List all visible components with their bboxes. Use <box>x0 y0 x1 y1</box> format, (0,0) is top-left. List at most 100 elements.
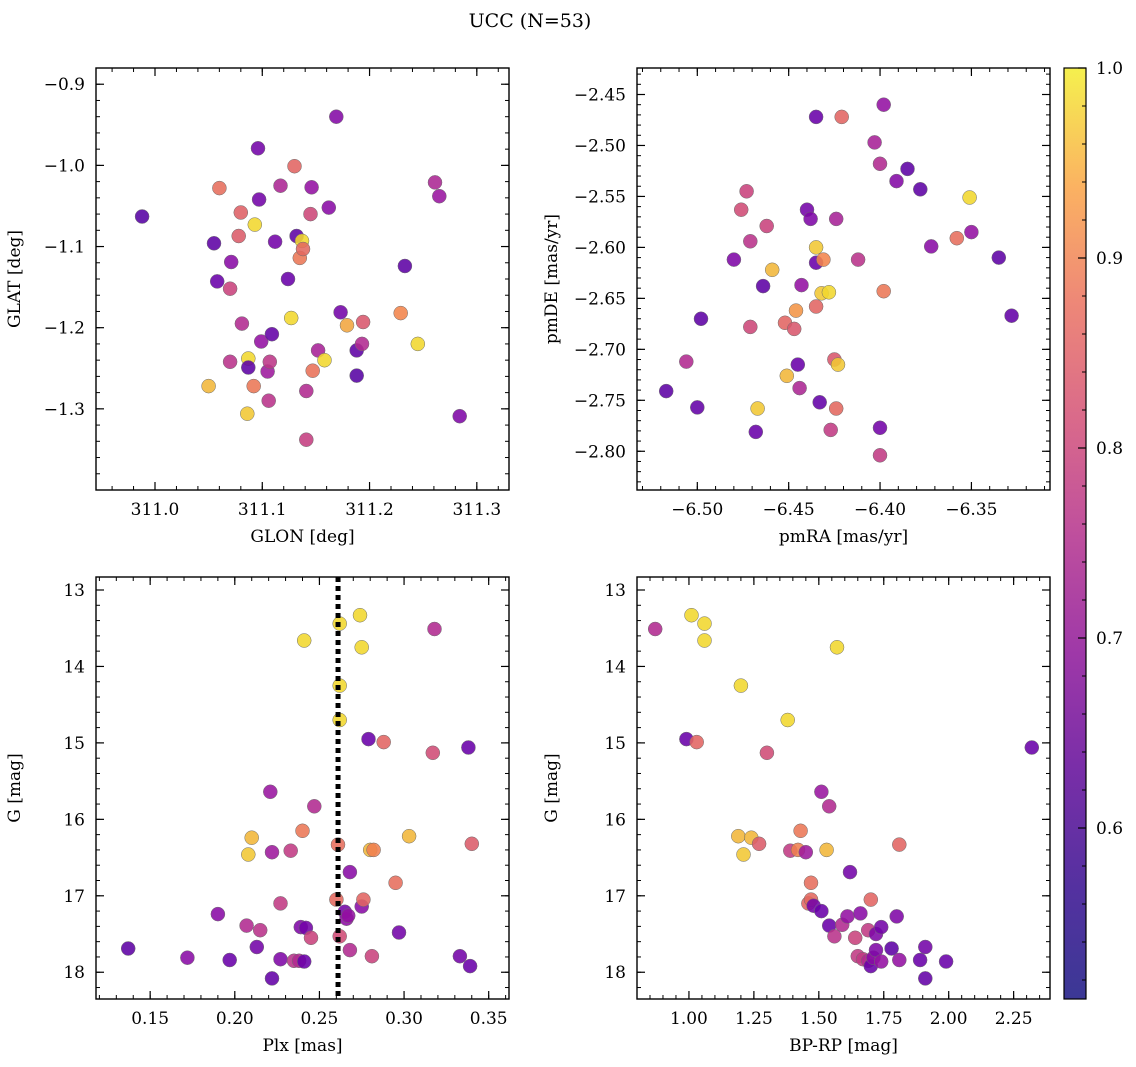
x-tick-label: 311.3 <box>452 500 501 520</box>
axes-frame <box>636 576 1051 1000</box>
x-axis-label: BP-RP [mag] <box>789 1036 898 1056</box>
data-point <box>1004 308 1019 323</box>
data-point <box>876 283 891 299</box>
x-tick-label: 1.50 <box>800 1009 838 1029</box>
x-tick-label: 0.25 <box>300 1009 338 1029</box>
data-point <box>249 939 265 955</box>
x-tick-label: 311.2 <box>345 500 394 520</box>
data-point <box>305 363 320 378</box>
data-point <box>410 336 426 352</box>
data-point <box>233 205 249 220</box>
data-point <box>697 616 712 631</box>
data-point <box>900 161 915 177</box>
data-point <box>755 278 771 294</box>
data-point <box>793 823 808 839</box>
data-point <box>1024 740 1040 755</box>
data-point <box>262 354 278 370</box>
x-tick-label: −6.40 <box>854 500 906 520</box>
y-tick-label: 17 <box>604 887 626 907</box>
data-point <box>697 633 712 648</box>
data-point <box>913 182 928 197</box>
data-point <box>264 844 280 860</box>
data-point <box>733 202 749 217</box>
y-tick-label: −2.80 <box>574 442 626 462</box>
points <box>134 109 467 447</box>
data-point <box>918 939 933 955</box>
x-tick-label: −6.45 <box>763 500 815 520</box>
data-point <box>240 406 255 421</box>
data-point <box>209 274 225 289</box>
y-tick-label: 17 <box>63 887 85 907</box>
data-point <box>354 640 369 655</box>
data-point <box>342 942 358 958</box>
data-point <box>731 828 746 844</box>
x-axis-label: GLON [deg] <box>250 527 354 547</box>
x-tick-label: 1.25 <box>735 1009 773 1029</box>
data-point <box>461 740 476 755</box>
data-point <box>779 368 795 384</box>
data-point <box>352 607 368 623</box>
data-point <box>759 218 774 234</box>
data-point <box>949 230 965 246</box>
data-point <box>295 823 310 839</box>
points <box>120 607 480 986</box>
data-point <box>689 734 704 750</box>
y-tick-label: −2.75 <box>574 391 626 411</box>
y-tick-label: 13 <box>63 581 85 601</box>
data-point <box>829 640 845 655</box>
data-point <box>808 109 824 125</box>
data-point <box>816 252 831 267</box>
y-tick-label: 14 <box>604 657 626 677</box>
data-point <box>241 847 256 862</box>
y-tick-label: −1.2 <box>44 319 85 339</box>
data-point <box>464 836 480 852</box>
data-point <box>872 420 888 436</box>
data-point <box>296 633 312 648</box>
data-point <box>872 156 888 172</box>
data-point <box>867 135 882 150</box>
data-point <box>788 303 804 318</box>
data-point <box>764 262 780 278</box>
data-point <box>241 360 256 375</box>
data-point <box>850 252 866 267</box>
data-point <box>739 184 754 199</box>
data-point <box>819 842 834 858</box>
data-point <box>261 393 276 408</box>
data-point <box>340 908 356 923</box>
data-point <box>273 896 288 911</box>
data-point <box>425 745 441 761</box>
x-tick-label: 311.1 <box>238 500 287 520</box>
axes-frame <box>95 67 510 491</box>
data-point <box>263 784 278 800</box>
pm-panel: −6.50 −6.45 −6.40 −6.35 −2.45 −2.50 −2.55 −2.60… <box>542 67 1051 547</box>
data-point <box>239 918 254 933</box>
data-point <box>830 357 846 372</box>
colorbar: 0.6 0.7 0.8 0.9 1.0 <box>1063 59 1123 1000</box>
data-point <box>743 234 758 249</box>
x-tick-label: −6.35 <box>945 500 997 520</box>
data-point <box>234 316 250 331</box>
data-point <box>823 422 838 438</box>
data-point <box>842 864 858 880</box>
data-point <box>726 252 742 267</box>
cmd-panel: 1.00 1.25 1.50 1.75 2.00 2.25 13 14 15 16 17 18 BP-R… <box>542 576 1051 1056</box>
y-axis-label: pmDE [mas/yr] <box>542 214 562 344</box>
x-axis-label: pmRA [mas/yr] <box>779 527 908 547</box>
data-point <box>452 408 467 424</box>
data-point <box>329 109 344 124</box>
data-point <box>397 258 413 274</box>
data-point <box>780 712 795 728</box>
data-point <box>748 424 764 440</box>
y-tick-label: 15 <box>604 734 626 754</box>
data-point <box>393 305 408 321</box>
data-point <box>693 311 709 327</box>
data-point <box>283 843 298 858</box>
data-point <box>244 830 259 845</box>
data-point <box>827 929 842 944</box>
data-point <box>427 621 442 637</box>
data-point <box>679 354 694 369</box>
data-point <box>295 241 311 257</box>
data-point <box>303 930 319 946</box>
data-point <box>962 190 977 205</box>
figure-title: UCC (N=53) <box>469 10 592 32</box>
